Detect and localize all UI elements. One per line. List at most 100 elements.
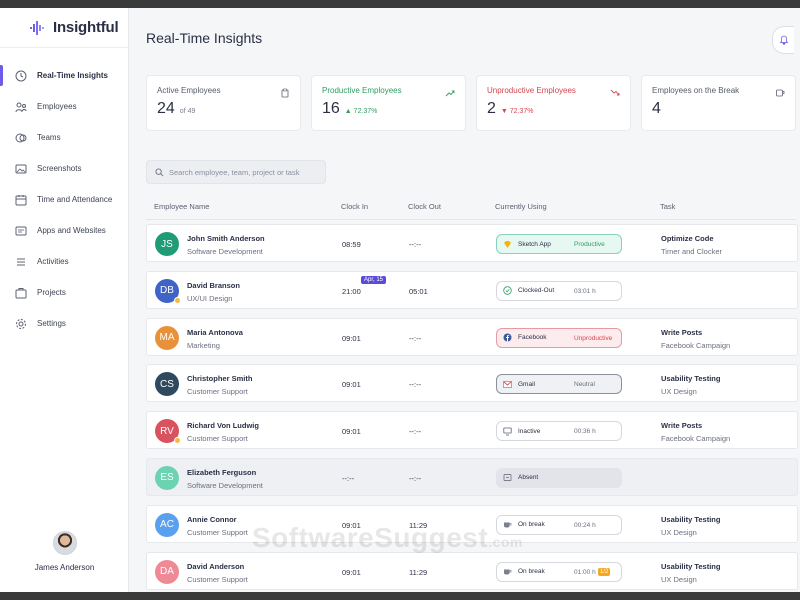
sidebar-item-activities[interactable]: Activities <box>0 246 128 277</box>
productivity-status: Productive <box>574 241 605 248</box>
currently-using-pill[interactable]: Facebook Unproductive <box>496 327 622 348</box>
table-row[interactable]: JS John Smith Anderson Software Developmen… <box>146 224 798 262</box>
clock-out: --:-- <box>409 240 422 249</box>
sidebar-item-label: Activities <box>37 257 69 266</box>
coffee-icon <box>775 85 785 97</box>
clock-out: 05:01 <box>409 286 428 296</box>
employee-department: Customer Support <box>187 527 248 537</box>
realtime-icon <box>15 70 27 82</box>
search-icon <box>155 167 164 176</box>
column-clock-in[interactable]: Clock In <box>341 202 369 211</box>
sidebar-item-label: Time and Attendance <box>37 195 113 204</box>
currently-using-pill[interactable]: Clocked-Out 03:01 h <box>496 280 622 301</box>
employee-name[interactable]: Maria Antonova <box>187 327 243 337</box>
table-row[interactable]: CS Christopher Smith Customer Support 09:01… <box>146 364 798 403</box>
stat-card-employees-on-the-break[interactable]: Employees on the Break 4 <box>641 75 796 131</box>
avatar-initials: JS <box>161 238 173 250</box>
employee-name[interactable]: Richard Von Ludwig <box>187 421 259 431</box>
employee-name[interactable]: Annie Connor <box>187 514 237 524</box>
search-box[interactable] <box>146 160 326 184</box>
stat-card-unproductive-employees[interactable]: Unproductive Employees 2 ▼ 72.37% <box>476 75 631 131</box>
sidebar-item-employees[interactable]: Employees <box>0 91 128 122</box>
sidebar-item-time-and-attendance[interactable]: Time and Attendance <box>0 184 128 215</box>
teams-icon <box>15 132 27 144</box>
search-input[interactable] <box>169 167 319 177</box>
gmail-icon <box>503 380 512 389</box>
notifications-button[interactable] <box>772 26 794 54</box>
currently-using-pill[interactable]: Inactive 00:36 h <box>496 421 622 442</box>
sidebar-item-real-time-insights[interactable]: Real-Time Insights <box>0 60 128 91</box>
currently-using-pill[interactable]: Absent <box>496 467 622 488</box>
stat-card-active-employees[interactable]: Active Employees 24 of 49 <box>146 75 301 131</box>
avatar[interactable]: DA <box>155 559 179 584</box>
sidebar-item-label: Teams <box>37 133 61 142</box>
employee-name[interactable]: David Anderson <box>187 561 245 571</box>
task-title[interactable]: Usability Testing <box>661 514 721 524</box>
currently-using-pill[interactable]: Sketch App Productive <box>496 234 622 254</box>
sidebar-item-label: Real-Time Insights <box>37 71 108 80</box>
table-row[interactable]: RV Richard Von Ludwig Customer Support 09:0… <box>146 411 798 450</box>
employee-name[interactable]: Christopher Smith <box>187 374 253 384</box>
sidebar-item-apps-and-websites[interactable]: Apps and Websites <box>0 215 128 246</box>
employee-table: JS John Smith Anderson Software Developmen… <box>146 224 798 592</box>
sidebar-item-label: Apps and Websites <box>37 226 106 235</box>
currently-using-pill[interactable]: Gmail Neutral <box>496 374 622 395</box>
employee-name[interactable]: David Branson <box>187 280 240 290</box>
coffee-icon <box>503 567 512 576</box>
task-title[interactable]: Usability Testing <box>661 374 721 384</box>
sidebar-item-projects[interactable]: Projects <box>0 277 128 308</box>
facebook-icon <box>503 333 512 342</box>
employee-name[interactable]: John Smith Anderson <box>187 234 265 243</box>
avatar-initials: ES <box>160 472 174 484</box>
logo[interactable]: Insightful <box>0 8 128 48</box>
avatar[interactable]: DB <box>155 278 181 304</box>
clock-in: 09:01 <box>342 567 361 577</box>
productivity-status: Neutral <box>574 381 595 389</box>
topbar: Real-Time Insights <box>129 8 800 64</box>
table-row[interactable]: ES Elizabeth Ferguson Software Development… <box>146 457 798 496</box>
app-name: Absent <box>518 474 539 482</box>
duration: 00:36 h <box>574 428 596 436</box>
avatar[interactable]: AC <box>155 512 179 537</box>
current-user[interactable]: James Anderson <box>0 531 129 572</box>
currently-using-pill[interactable]: On break 00:24 h <box>496 514 622 535</box>
sidebar-item-screenshots[interactable]: Screenshots <box>0 153 128 184</box>
employee-name[interactable]: Elizabeth Ferguson <box>187 467 257 477</box>
task-project: Facebook Campaign <box>661 434 731 444</box>
column-employee-name[interactable]: Employee Name <box>154 202 210 211</box>
stat-label: Active Employees <box>157 86 221 95</box>
task-project: UX Design <box>661 527 697 537</box>
app-name: Facebook <box>518 334 547 342</box>
task-title[interactable]: Write Posts <box>661 421 703 431</box>
task-title[interactable]: Optimize Code <box>661 234 714 243</box>
task-project: Facebook Campaign <box>661 340 731 350</box>
column-task[interactable]: Task <box>660 202 676 211</box>
table-row[interactable]: AC Annie Connor Customer Support 09:01 11:29… <box>146 504 798 543</box>
avatar[interactable]: ES <box>155 465 179 490</box>
sidebar-item-settings[interactable]: Settings <box>0 308 128 339</box>
clock-in: 09:01 <box>342 427 361 437</box>
avatar[interactable]: CS <box>155 372 179 397</box>
task-project: Timer and Clocker <box>661 247 722 256</box>
check-circle-icon <box>503 286 512 295</box>
app-window: Insightful Real-Time Insights Employees Te… <box>0 8 800 592</box>
avatar-initials: DB <box>160 285 174 297</box>
column-currently-using[interactable]: Currently Using <box>495 202 547 211</box>
clock-out: --:-- <box>409 333 422 343</box>
avatar[interactable]: RV <box>155 419 181 445</box>
avatar[interactable]: MA <box>155 325 179 350</box>
currently-using-pill[interactable]: On break 01:00 h 1/2 <box>496 561 622 582</box>
stat-card-productive-employees[interactable]: Productive Employees 16 ▲ 72.37% <box>311 75 466 131</box>
break-count-badge: 1/2 <box>598 567 611 576</box>
bell-icon <box>779 35 788 45</box>
monitor-icon <box>503 427 512 436</box>
task-title[interactable]: Write Posts <box>661 327 703 337</box>
table-row[interactable]: MA Maria Antonova Marketing 09:01 --:-- Faceb… <box>146 317 798 356</box>
sketch-icon <box>503 240 512 249</box>
task-title[interactable]: Usability Testing <box>661 561 721 571</box>
avatar[interactable]: JS <box>155 232 179 256</box>
table-row[interactable]: DA David Anderson Customer Support 09:01 11:… <box>146 551 798 590</box>
table-row[interactable]: DB David Branson UX/UI Design 21:00 Apr, 15 0… <box>146 270 798 309</box>
sidebar-item-teams[interactable]: Teams <box>0 122 128 153</box>
column-clock-out[interactable]: Clock Out <box>408 202 441 211</box>
